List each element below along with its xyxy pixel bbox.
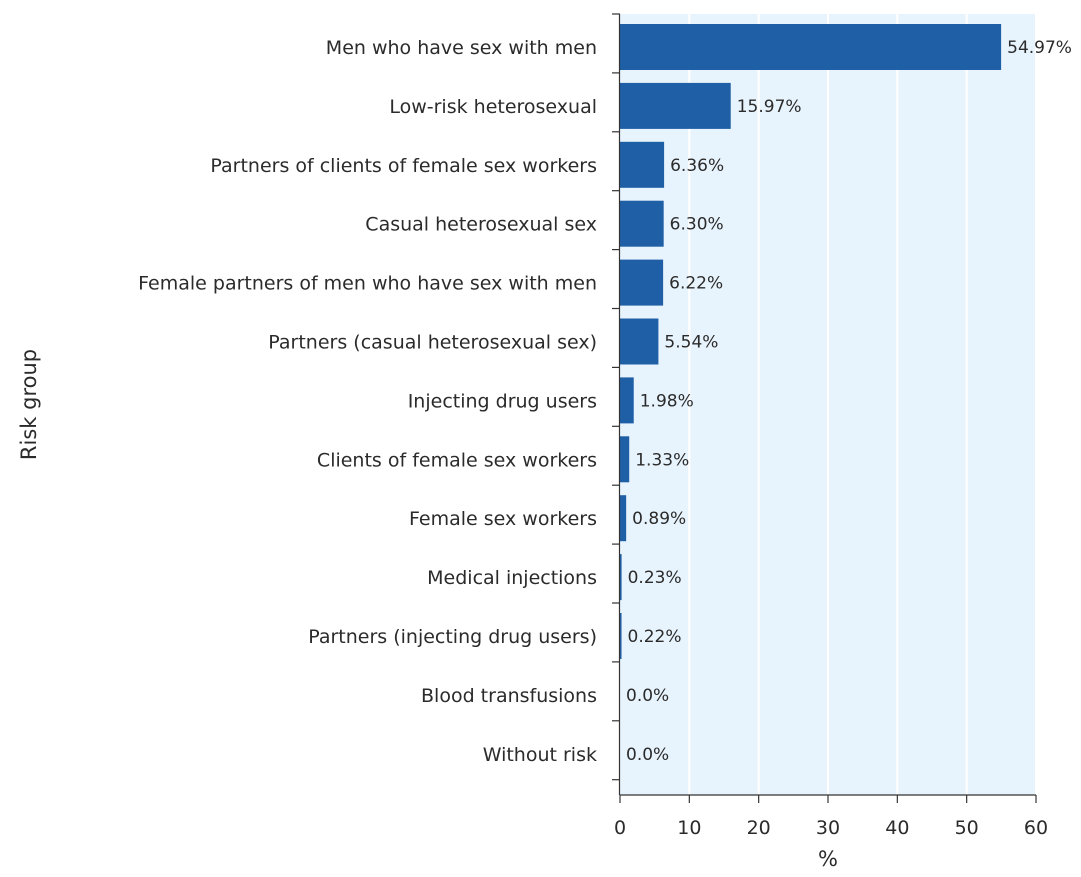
data-label: 15.97%: [737, 97, 802, 117]
category-label: Low-risk heterosexual: [389, 96, 597, 118]
x-tick-label: 10: [677, 817, 701, 839]
category-label: Partners (injecting drug users): [308, 626, 597, 648]
bar: [620, 436, 630, 483]
category-label: Blood transfusions: [421, 685, 597, 707]
bars: [620, 24, 1002, 659]
category-label: Injecting drug users: [408, 390, 597, 412]
y-axis-title: Risk group: [17, 349, 41, 460]
x-tick-label: 40: [885, 817, 909, 839]
category-label: Medical injections: [427, 567, 597, 589]
x-tick-label: 50: [955, 817, 979, 839]
category-label: Clients of female sex workers: [317, 449, 597, 471]
bar: [620, 554, 622, 601]
category-label: Casual heterosexual sex: [365, 214, 597, 236]
data-label: 6.36%: [670, 156, 724, 176]
bar: [620, 24, 1002, 70]
axes: [612, 13, 1037, 803]
data-label: 0.0%: [626, 745, 669, 765]
bar: [620, 613, 622, 659]
data-label: 0.0%: [626, 686, 669, 706]
data-label: 1.33%: [635, 450, 689, 470]
x-tick-labels: 0 10 20 30 40 50 60: [614, 817, 1048, 839]
x-tick-label: 30: [816, 817, 840, 839]
x-tick-label: 60: [1024, 817, 1048, 839]
category-labels: Men who have sex with men Low-risk hetero…: [138, 37, 597, 766]
category-label: Female sex workers: [409, 508, 597, 530]
category-label: Men who have sex with men: [326, 37, 597, 59]
x-tick-label: 0: [614, 817, 626, 839]
bar: [620, 82, 731, 129]
gridlines: [688, 14, 1037, 795]
data-label: 6.22%: [669, 274, 723, 294]
data-label: 5.54%: [664, 333, 718, 353]
bar: [620, 200, 664, 247]
category-label: Without risk: [483, 744, 597, 766]
data-label: 0.89%: [632, 509, 686, 529]
bar: [620, 318, 659, 365]
data-label: 0.23%: [628, 568, 682, 588]
data-label: 0.22%: [628, 627, 682, 647]
bar: [620, 495, 627, 542]
x-axis-title: %: [818, 847, 838, 871]
category-label: Partners (casual heterosexual sex): [268, 332, 597, 354]
bar: [620, 141, 665, 188]
bar: [620, 377, 634, 424]
data-label: 54.97%: [1007, 38, 1072, 58]
category-label: Female partners of men who have sex with…: [138, 273, 597, 295]
x-tick-label: 20: [747, 817, 771, 839]
data-label: 6.30%: [670, 215, 724, 235]
value-labels: 54.97% 15.97% 6.36% 6.30% 6.22% 5.54% 1.98% 1.3…: [626, 38, 1072, 765]
bar: [620, 259, 664, 306]
category-label: Partners of clients of female sex worker…: [210, 155, 597, 177]
data-label: 1.98%: [640, 391, 694, 411]
